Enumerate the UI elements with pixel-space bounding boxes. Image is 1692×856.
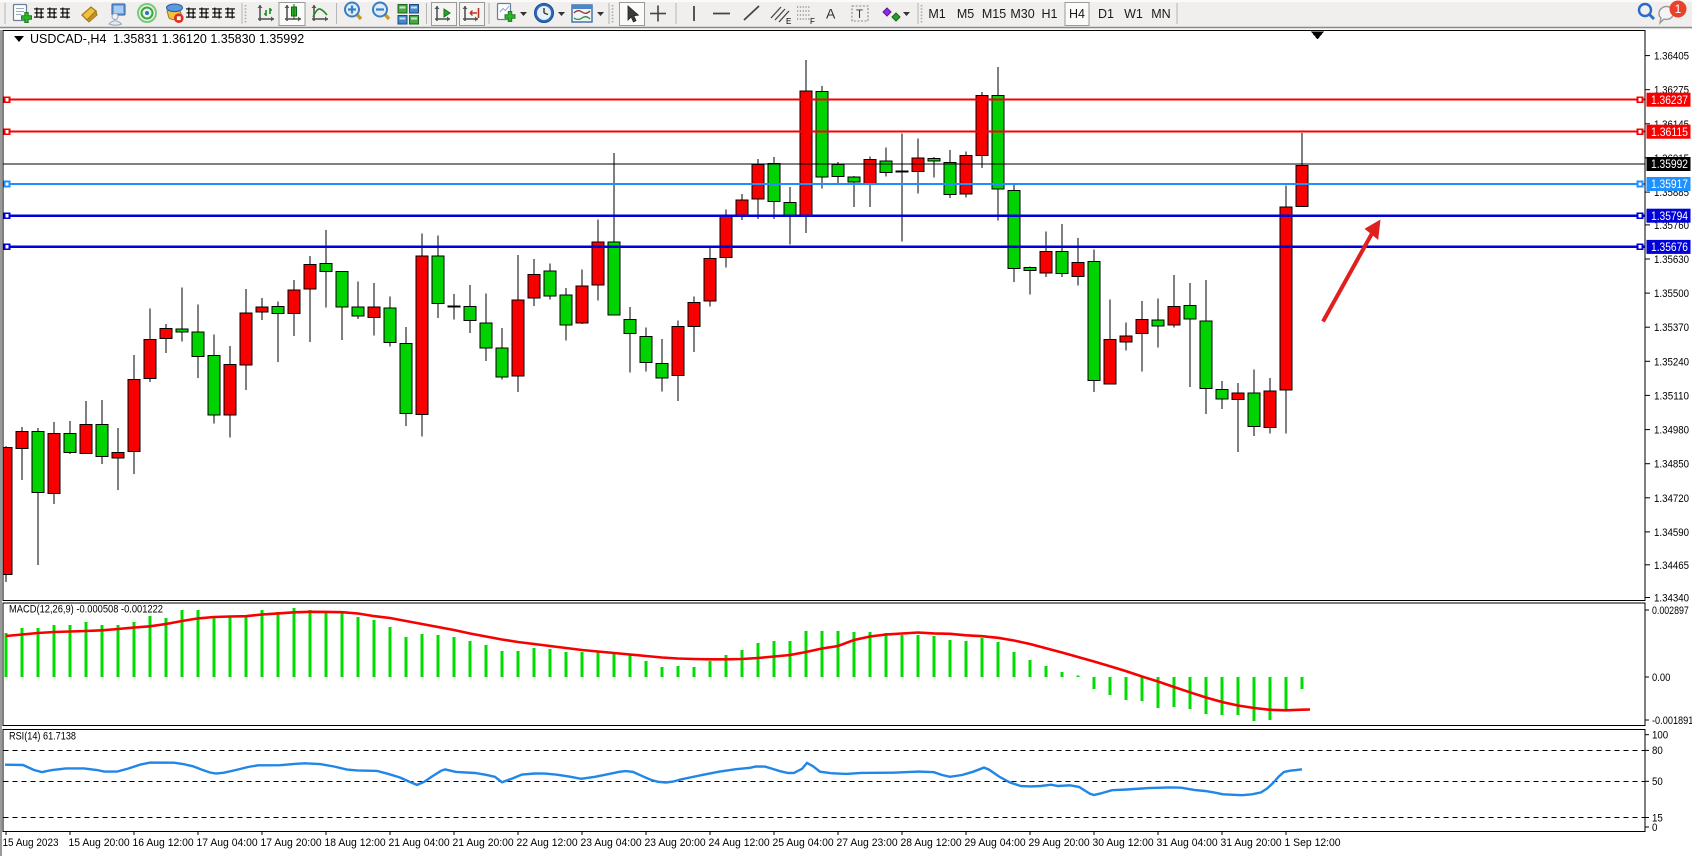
svg-text:1.35676: 1.35676 [1651, 242, 1688, 254]
svg-text:23 Aug 04:00: 23 Aug 04:00 [581, 837, 642, 849]
svg-text:29 Aug 04:00: 29 Aug 04:00 [965, 837, 1026, 849]
svg-text:17 Aug 20:00: 17 Aug 20:00 [261, 837, 322, 849]
svg-text:USDCAD-,H4: USDCAD-,H4 [30, 32, 106, 46]
svg-text:1.35760: 1.35760 [1654, 220, 1689, 232]
svg-text:0.002897: 0.002897 [1652, 605, 1689, 617]
svg-text:100: 100 [1652, 730, 1668, 742]
svg-text:-0.001891: -0.001891 [1652, 715, 1692, 727]
svg-text:1.35630: 1.35630 [1654, 254, 1689, 266]
svg-text:F: F [810, 17, 815, 26]
svg-text:1.34850: 1.34850 [1654, 459, 1689, 471]
svg-text:MACD(12,26,9) -0.000508 -0.001: MACD(12,26,9) -0.000508 -0.001222 [9, 604, 163, 616]
svg-text:1: 1 [1675, 2, 1682, 16]
svg-text:80: 80 [1652, 745, 1663, 757]
svg-text:T: T [856, 9, 863, 21]
svg-text:1.34340: 1.34340 [1654, 593, 1689, 605]
svg-text:1.34980: 1.34980 [1654, 425, 1689, 437]
svg-text:1.36115: 1.36115 [1651, 127, 1688, 139]
svg-text:1.35917: 1.35917 [1651, 179, 1688, 191]
svg-text:1.35110: 1.35110 [1654, 390, 1689, 402]
svg-text:1.34590: 1.34590 [1654, 527, 1689, 539]
svg-text:1.35992: 1.35992 [1651, 159, 1688, 171]
svg-text:RSI(14) 61.7138: RSI(14) 61.7138 [9, 731, 76, 743]
svg-text:1.34720: 1.34720 [1654, 493, 1689, 505]
svg-text:M5: M5 [957, 7, 974, 21]
svg-text:1.35370: 1.35370 [1654, 322, 1689, 334]
svg-text:22 Aug 12:00: 22 Aug 12:00 [517, 837, 578, 849]
svg-text:1.35831 1.36120 1.35830 1.3599: 1.35831 1.36120 1.35830 1.35992 [113, 32, 304, 46]
svg-text:21 Aug 04:00: 21 Aug 04:00 [389, 837, 450, 849]
svg-text:29 Aug 20:00: 29 Aug 20:00 [1029, 837, 1090, 849]
svg-text:1.36405: 1.36405 [1654, 51, 1689, 63]
svg-text:31 Aug 04:00: 31 Aug 04:00 [1157, 837, 1218, 849]
svg-text:M15: M15 [982, 7, 1006, 21]
svg-text:18 Aug 12:00: 18 Aug 12:00 [325, 837, 386, 849]
svg-text:27 Aug 23:00: 27 Aug 23:00 [837, 837, 898, 849]
svg-text:21 Aug 20:00: 21 Aug 20:00 [453, 837, 514, 849]
svg-text:15 Aug 20:00: 15 Aug 20:00 [69, 837, 130, 849]
svg-text:30 Aug 12:00: 30 Aug 12:00 [1093, 837, 1154, 849]
svg-text:1.35240: 1.35240 [1654, 356, 1689, 368]
svg-text:15: 15 [1652, 812, 1663, 824]
svg-text:1.36237: 1.36237 [1651, 95, 1688, 107]
svg-text:M1: M1 [928, 7, 945, 21]
svg-text:E: E [786, 17, 791, 26]
svg-text:1.35794: 1.35794 [1651, 211, 1689, 223]
svg-text:16 Aug 12:00: 16 Aug 12:00 [133, 837, 194, 849]
svg-text:25 Aug 04:00: 25 Aug 04:00 [773, 837, 834, 849]
svg-text:A: A [826, 6, 836, 22]
svg-text:M30: M30 [1010, 7, 1034, 21]
svg-text:H4: H4 [1069, 7, 1085, 21]
svg-text:23 Aug 20:00: 23 Aug 20:00 [645, 837, 706, 849]
svg-text:MN: MN [1151, 7, 1170, 21]
svg-text:50: 50 [1652, 776, 1663, 788]
svg-text:H1: H1 [1042, 7, 1058, 21]
svg-text:24 Aug 12:00: 24 Aug 12:00 [709, 837, 770, 849]
svg-text:1 Sep 12:00: 1 Sep 12:00 [1285, 837, 1341, 849]
svg-text:W1: W1 [1124, 7, 1143, 21]
svg-text:28 Aug 12:00: 28 Aug 12:00 [901, 837, 962, 849]
svg-text:0: 0 [1652, 822, 1657, 834]
svg-text:1.34465: 1.34465 [1654, 560, 1689, 572]
svg-text:0.00: 0.00 [1652, 672, 1670, 684]
svg-text:D1: D1 [1098, 7, 1114, 21]
svg-text:31 Aug 20:00: 31 Aug 20:00 [1221, 837, 1282, 849]
svg-text:1.35500: 1.35500 [1654, 288, 1689, 300]
svg-text:15 Aug 2023: 15 Aug 2023 [3, 837, 59, 849]
svg-text:17 Aug 04:00: 17 Aug 04:00 [197, 837, 258, 849]
